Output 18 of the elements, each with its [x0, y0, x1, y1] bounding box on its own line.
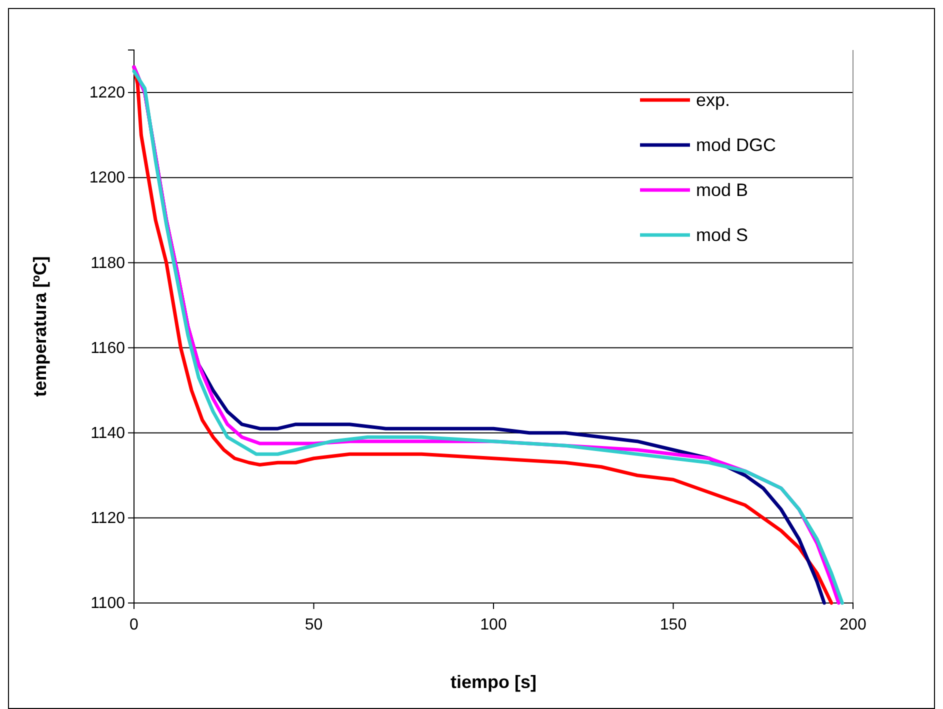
x-tick-label: 150: [660, 616, 687, 634]
y-tick-label: 1160: [90, 340, 126, 357]
y-tick-label: 1200: [89, 170, 126, 187]
y-tick-label: 1220: [89, 84, 126, 102]
y-tick-label: 1140: [90, 424, 126, 442]
x-tick-label: 100: [480, 616, 507, 634]
legend-label: exp.: [696, 90, 730, 110]
y-tick-label: 1100: [90, 595, 126, 612]
x-tick-label: 0: [130, 616, 139, 634]
legend-label: mod S: [696, 225, 748, 245]
x-tick-label: 50: [304, 616, 323, 634]
y-tick-label: 1180: [90, 254, 126, 272]
y-tick-label: 1120: [90, 510, 126, 528]
legend-label: mod DGC: [696, 135, 776, 155]
x-tick-label: 200: [840, 616, 866, 634]
y-axis-title: temperatura [ºC]: [30, 256, 50, 397]
x-axis-title: tiempo [s]: [450, 672, 537, 692]
legend-label: mod B: [696, 180, 748, 200]
